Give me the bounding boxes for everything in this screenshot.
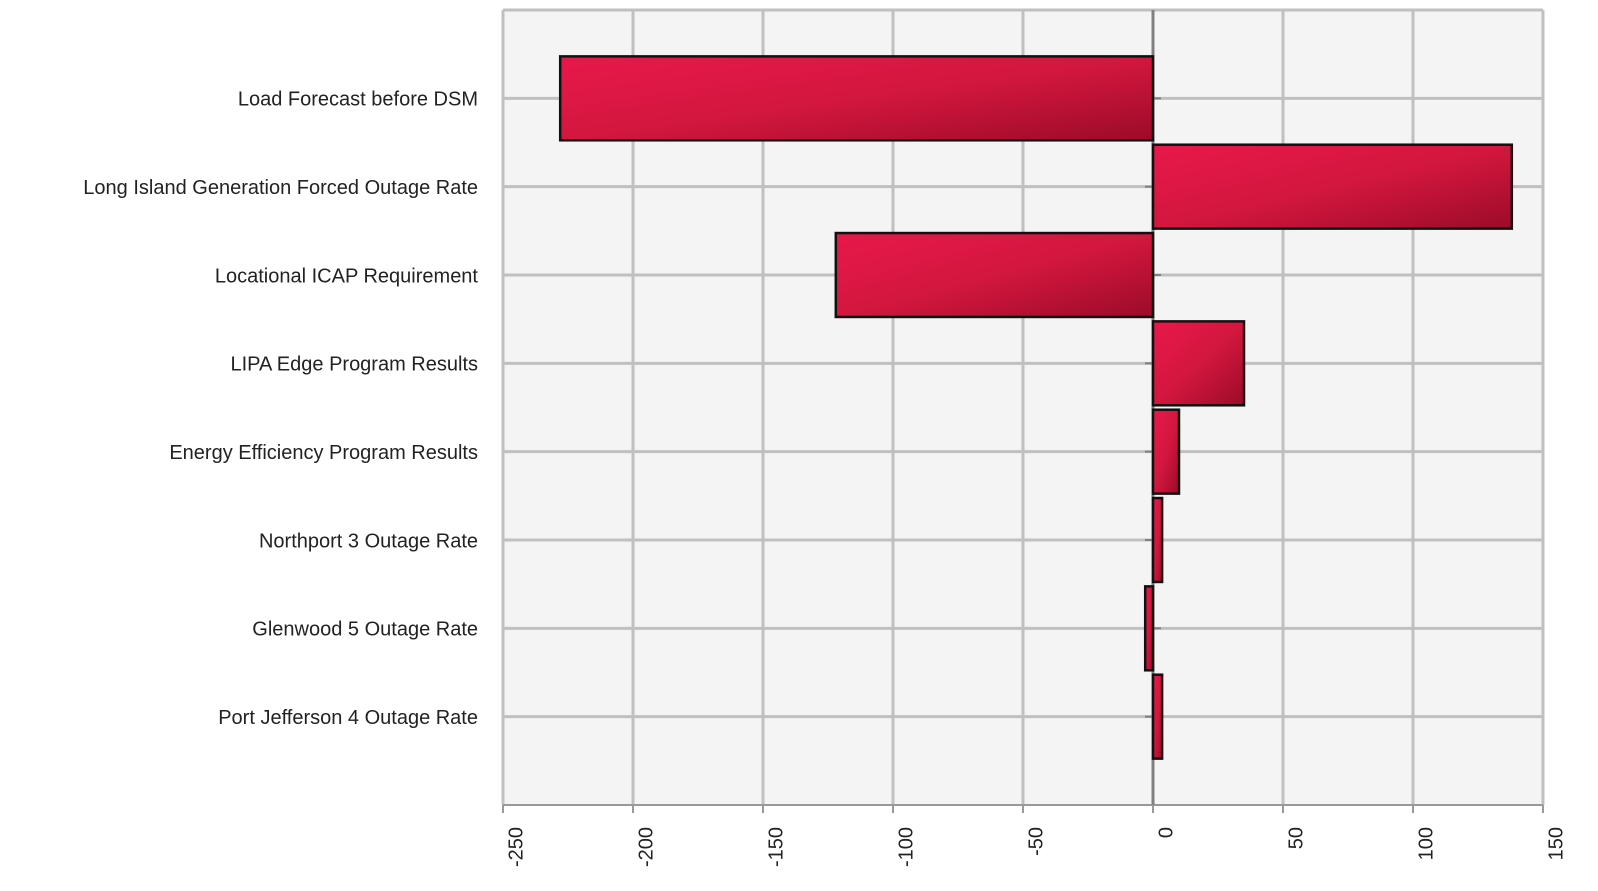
bar: [558, 55, 1155, 142]
y-tick-label: Load Forecast before DSM: [238, 89, 478, 111]
x-tick-label: -200: [635, 827, 657, 867]
x-tick-label: -250: [505, 827, 527, 867]
y-tick-label: Energy Efficiency Program Results: [169, 442, 478, 464]
bar: [1151, 673, 1164, 760]
y-tick-label: Glenwood 5 Outage Rate: [252, 619, 478, 641]
bar: [1151, 320, 1246, 407]
y-tick-label: Port Jefferson 4 Outage Rate: [218, 707, 478, 729]
x-tick-label: -50: [1025, 827, 1047, 856]
bar: [1151, 143, 1514, 230]
x-tick-label: -150: [765, 827, 787, 867]
bar: [1151, 408, 1181, 495]
bar: [1143, 585, 1155, 672]
x-tick-label: 150: [1545, 827, 1567, 860]
x-tick-label: 50: [1285, 827, 1307, 849]
y-tick-label: Northport 3 Outage Rate: [259, 530, 478, 552]
x-tick-label: 0: [1155, 827, 1177, 838]
bar: [1151, 496, 1164, 584]
y-tick-label: Locational ICAP Requirement: [215, 265, 479, 287]
bar: [834, 231, 1155, 319]
x-tick-label: 100: [1415, 827, 1437, 860]
y-tick-label: Long Island Generation Forced Outage Rat…: [83, 177, 478, 199]
y-tick-label: LIPA Edge Program Results: [230, 354, 478, 376]
x-tick-label: -100: [895, 827, 917, 867]
